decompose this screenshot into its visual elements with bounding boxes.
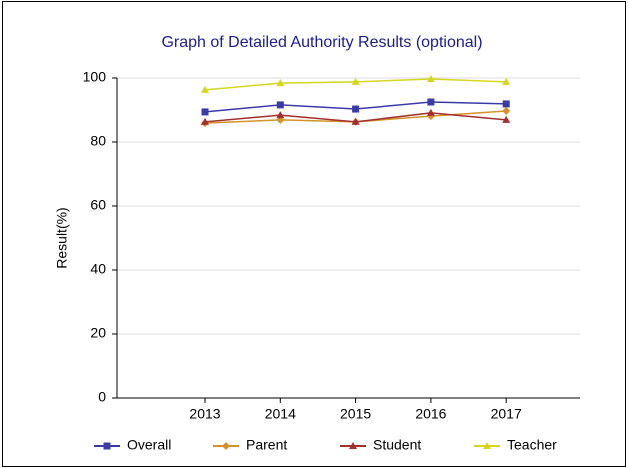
marker: [222, 442, 230, 450]
y-tick-label: 100: [83, 69, 107, 85]
marker: [201, 85, 209, 93]
marker: [502, 77, 511, 85]
legend-label: Parent: [246, 437, 287, 453]
marker: [276, 79, 285, 87]
marker: [426, 74, 435, 82]
y-tick-label: 0: [98, 389, 106, 405]
x-tick-label: 2013: [189, 406, 220, 422]
x-tick-label: 2015: [340, 406, 371, 422]
marker: [483, 442, 491, 449]
marker: [426, 108, 435, 116]
marker: [502, 106, 511, 115]
x-tick-label: 2017: [491, 406, 522, 422]
marker: [349, 442, 357, 449]
marker: [276, 111, 285, 119]
legend-label: Student: [373, 437, 421, 453]
marker: [427, 98, 435, 106]
marker: [351, 117, 360, 125]
marker: [201, 108, 209, 116]
chart-title: Graph of Detailed Authority Results (opt…: [161, 34, 482, 51]
y-tick-label: 80: [90, 133, 106, 149]
marker: [352, 105, 360, 113]
marker: [502, 115, 511, 123]
marker: [201, 117, 209, 125]
y-tick-label: 40: [90, 261, 106, 277]
y-tick-label: 60: [90, 197, 106, 213]
marker: [103, 442, 111, 450]
marker: [276, 101, 284, 109]
marker: [502, 100, 510, 108]
legend-label: Overall: [127, 437, 171, 453]
marker: [351, 77, 360, 85]
legend-label: Teacher: [507, 437, 557, 453]
y-tick-label: 20: [90, 325, 106, 341]
y-axis-label: Result(%): [54, 207, 70, 268]
x-tick-label: 2014: [265, 406, 296, 422]
x-tick-label: 2016: [415, 406, 446, 422]
